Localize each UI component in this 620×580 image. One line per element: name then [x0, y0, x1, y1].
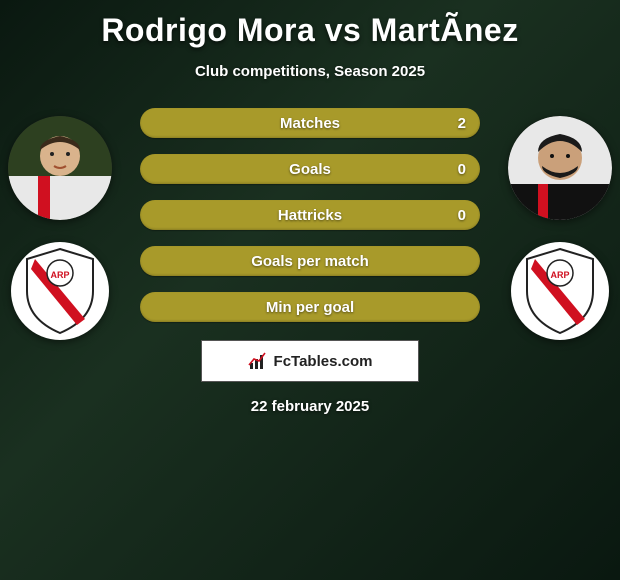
- stat-right-value: 2: [458, 115, 466, 132]
- player-left-avatar: [8, 116, 112, 220]
- stat-row: Goals per match: [140, 246, 480, 276]
- stat-label: Goals: [289, 161, 331, 178]
- club-right-badge: ARP: [511, 242, 609, 340]
- stat-label: Matches: [280, 115, 340, 132]
- stat-right-value: 0: [458, 161, 466, 178]
- svg-text:ARP: ARP: [550, 270, 569, 280]
- subtitle: Club competitions, Season 2025: [0, 63, 620, 80]
- comparison-panel: ARP Matches 2 Goals 0 Hattricks 0 Goals …: [0, 108, 620, 322]
- source-attribution: FcTables.com: [201, 340, 419, 382]
- stats-list: Matches 2 Goals 0 Hattricks 0 Goals per …: [140, 108, 480, 322]
- left-column: ARP: [8, 116, 112, 340]
- stat-label: Min per goal: [266, 299, 354, 316]
- chart-icon: [248, 351, 268, 371]
- right-column: ARP: [508, 116, 612, 340]
- stat-row: Matches 2: [140, 108, 480, 138]
- stat-row: Goals 0: [140, 154, 480, 184]
- stat-row: Min per goal: [140, 292, 480, 322]
- svg-text:ARP: ARP: [50, 270, 69, 280]
- stat-row: Hattricks 0: [140, 200, 480, 230]
- page-title: Rodrigo Mora vs MartÃ­nez: [0, 0, 620, 49]
- club-left-badge: ARP: [11, 242, 109, 340]
- player-right-avatar: [508, 116, 612, 220]
- stat-right-value: 0: [458, 207, 466, 224]
- stat-label: Goals per match: [251, 253, 369, 270]
- stat-label: Hattricks: [278, 207, 342, 224]
- date-label: 22 february 2025: [0, 398, 620, 415]
- source-label: FcTables.com: [274, 353, 373, 370]
